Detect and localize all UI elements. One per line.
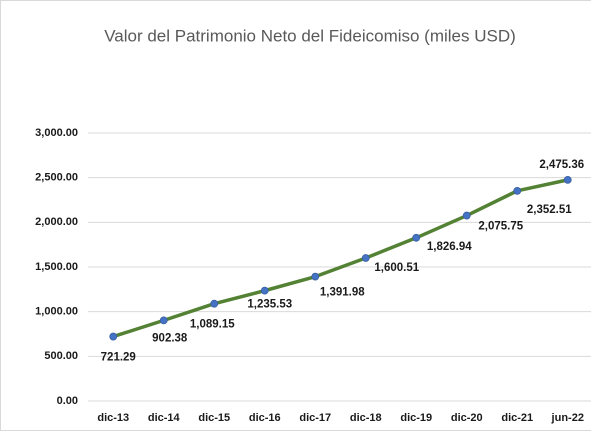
x-tick-label: dic-13: [97, 412, 129, 424]
y-tick-label: 500.00: [44, 350, 78, 362]
marker: [260, 286, 269, 295]
chart-title: Valor del Patrimonio Neto del Fideicomis…: [104, 26, 516, 45]
data-label: 2,352.51: [527, 204, 572, 216]
data-label: 1,391.98: [320, 287, 365, 299]
marker: [159, 316, 168, 325]
x-tick-label: dic-20: [451, 412, 483, 424]
data-label: 1,235.53: [247, 299, 292, 311]
x-tick-label: dic-15: [198, 412, 230, 424]
y-tick-label: 2,000.00: [35, 216, 78, 228]
marker: [462, 211, 471, 220]
marker: [361, 254, 370, 262]
data-label: 2,475.36: [539, 159, 584, 171]
marker: [513, 186, 522, 195]
data-label: 721.29: [101, 352, 136, 364]
marker: [412, 233, 421, 242]
y-tick-label: 0.00: [57, 395, 78, 407]
line: [112, 178, 569, 339]
x-tick-label: dic-19: [400, 412, 432, 424]
marker: [109, 332, 118, 341]
x-tick-label: dic-21: [501, 412, 533, 424]
marker: [210, 299, 219, 308]
y-tick-label: 1,500.00: [35, 261, 78, 273]
x-tick-label: dic-17: [299, 412, 331, 424]
x-tick-label: dic-16: [249, 412, 281, 424]
x-tick-label: jun-22: [551, 412, 584, 424]
y-tick-label: 2,500.00: [35, 172, 78, 184]
data-label: 1,600.51: [374, 262, 419, 274]
x-tick-label: dic-14: [148, 412, 181, 424]
x-tick-label: dic-18: [350, 412, 382, 424]
y-tick-label: 3,000.00: [35, 127, 78, 139]
data-label: 1,826.94: [427, 241, 472, 253]
data-label: 1,089.15: [190, 319, 235, 331]
marker: [563, 175, 572, 184]
data-label: 902.38: [152, 332, 188, 344]
data-label: 2,075.75: [478, 221, 523, 233]
y-tick-label: 1,000.00: [35, 306, 78, 318]
marker: [311, 272, 320, 281]
